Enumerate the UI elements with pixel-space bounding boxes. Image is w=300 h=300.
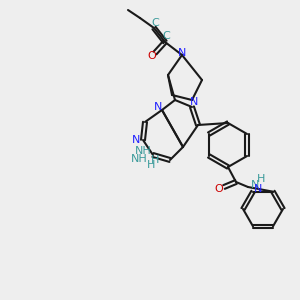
Text: H: H (147, 160, 155, 170)
Text: H: H (257, 174, 265, 184)
Text: N: N (154, 102, 162, 112)
Text: N: N (254, 184, 262, 194)
Text: N: N (251, 180, 259, 190)
Text: NH: NH (130, 154, 147, 164)
Text: C: C (162, 31, 170, 41)
Text: N: N (178, 48, 186, 58)
Text: O: O (214, 184, 224, 194)
Text: C: C (151, 18, 159, 28)
Text: NH: NH (135, 146, 152, 156)
Text: H: H (151, 155, 159, 165)
Text: N: N (190, 97, 198, 107)
Text: N: N (132, 135, 140, 145)
Text: O: O (148, 51, 156, 61)
